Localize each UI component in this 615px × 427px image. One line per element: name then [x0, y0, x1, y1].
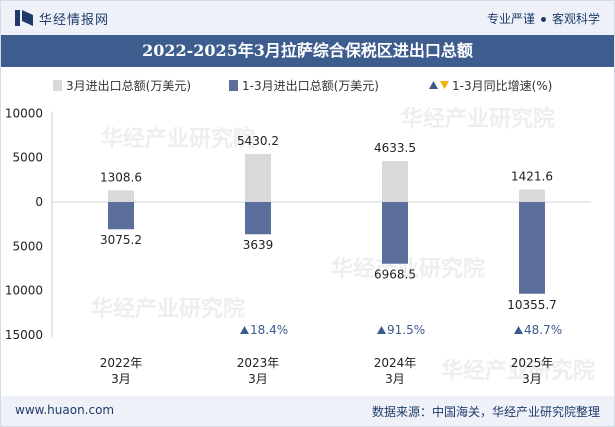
x-tick-label: 3月	[248, 372, 268, 386]
growth-up-triangle-icon	[240, 326, 249, 334]
bar-series2	[108, 202, 134, 230]
legend-label-series3: 1-3月同比增速(%)	[452, 79, 553, 93]
brand-logo-icon	[15, 10, 33, 26]
y-tick-label: 15000	[5, 328, 43, 342]
data-label-series1: 4633.5	[374, 141, 416, 155]
footer: www.huaon.com 数据来源：中国海关，华经产业研究院整理	[1, 396, 614, 426]
legend-swatch-series2	[229, 80, 238, 91]
legend-swatch-series1	[53, 80, 62, 91]
chart-plot: 10000 5000 0 5000 10000 15000 1308.6 3075.2 2022…	[5, 106, 591, 386]
y-tick-label: 5000	[12, 239, 43, 253]
bar-series1	[382, 160, 408, 202]
growth-rate-label: 48.7%	[524, 323, 562, 337]
x-tick-label: 2023年	[237, 356, 280, 370]
tagline: 专业严谨 客观科学	[487, 10, 600, 27]
bar-series1	[245, 153, 271, 202]
legend-item-series2: 1-3月进出口总额(万美元)	[229, 77, 379, 94]
footer-url: www.huaon.com	[15, 403, 115, 417]
bar-series1	[519, 189, 545, 202]
data-label-series2: 10355.7	[507, 298, 557, 312]
legend-label-series2: 1-3月进出口总额(万美元)	[242, 79, 379, 93]
data-label-series1: 1421.6	[511, 169, 553, 183]
x-tick-label: 2025年	[511, 356, 554, 370]
brand-name: 华经情报网	[39, 13, 110, 28]
x-tick-label: 3月	[111, 372, 131, 386]
data-label-series2: 6968.5	[374, 268, 416, 282]
y-tick-label: 5000	[12, 151, 43, 165]
tagline-right: 客观科学	[551, 12, 600, 26]
data-label-series2: 3075.2	[100, 233, 142, 247]
chart-title: 2022-2025年3月拉萨综合保税区进出口总额	[1, 35, 614, 67]
y-tick-label: 10000	[5, 106, 43, 120]
legend: 3月进出口总额(万美元) 1-3月进出口总额(万美元) 1-3月同比增速(%)	[1, 75, 614, 95]
legend-item-series1: 3月进出口总额(万美元)	[53, 77, 191, 94]
y-tick-label: 0	[35, 195, 43, 209]
legend-label-series1: 3月进出口总额(万美元)	[66, 79, 191, 93]
bar-series1	[108, 190, 134, 202]
top-bar: 华经情报网 专业严谨 客观科学	[1, 1, 614, 35]
footer-source: 数据来源：中国海关，华经产业研究院整理	[371, 405, 600, 419]
bar-series2	[382, 202, 408, 264]
tagline-dot-icon	[540, 17, 546, 22]
y-tick-label: 10000	[5, 284, 43, 298]
tagline-left: 专业严谨	[486, 12, 535, 26]
growth-up-triangle-icon	[514, 326, 523, 334]
x-tick-label: 2024年	[374, 356, 417, 370]
bar-series2	[245, 202, 271, 235]
data-label-series1: 1308.6	[100, 170, 142, 184]
data-label-series1: 5430.2	[237, 134, 279, 148]
growth-rate-label: 91.5%	[387, 323, 425, 337]
growth-rate-label: 18.4%	[250, 323, 288, 337]
bar-series2	[519, 202, 545, 294]
legend-item-series3: 1-3月同比增速(%)	[429, 77, 552, 94]
x-tick-label: 2022年	[100, 356, 143, 370]
x-tick-label: 3月	[385, 372, 405, 386]
x-tick-label: 3月	[522, 372, 542, 386]
data-label-series2: 3639	[243, 238, 274, 252]
legend-triangle-icons	[429, 81, 449, 89]
growth-up-triangle-icon	[377, 326, 386, 334]
